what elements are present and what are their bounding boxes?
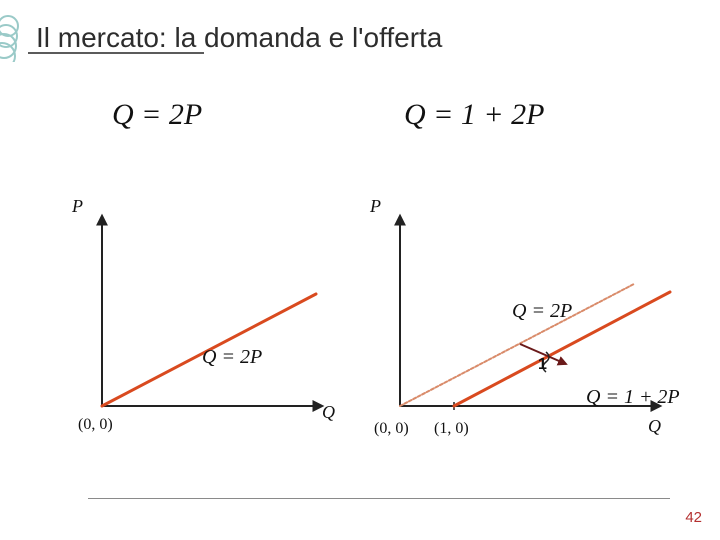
right-chart-origin-label: (0, 0) [374,420,409,438]
left-chart-origin-label: (0, 0) [78,416,113,434]
right-chart-inline-formula-a: Q = 2P [512,300,572,323]
slide-root: Il mercato: la domanda e l'offerta Q = 2… [0,0,720,540]
left-chart-inline-formula: Q = 2P [202,346,262,369]
left-chart-x-label: Q [322,402,335,423]
left-chart [72,206,332,436]
right-chart-x-label: Q [648,416,661,437]
formula-right-large: Q = 1 + 2P [404,98,544,132]
page-number: 42 [685,509,702,526]
right-chart-second-tick-label: (1, 0) [434,420,469,438]
right-chart-inline-formula-b: Q = 1 + 2P [586,386,680,409]
title-underline [28,52,204,54]
formula-left-large: Q = 2P [112,98,202,132]
bottom-divider [88,498,670,499]
slide-title: Il mercato: la domanda e l'offerta [36,22,442,54]
title-row: Il mercato: la domanda e l'offerta [0,18,720,64]
shift-magnitude-label: 1 [538,356,547,374]
